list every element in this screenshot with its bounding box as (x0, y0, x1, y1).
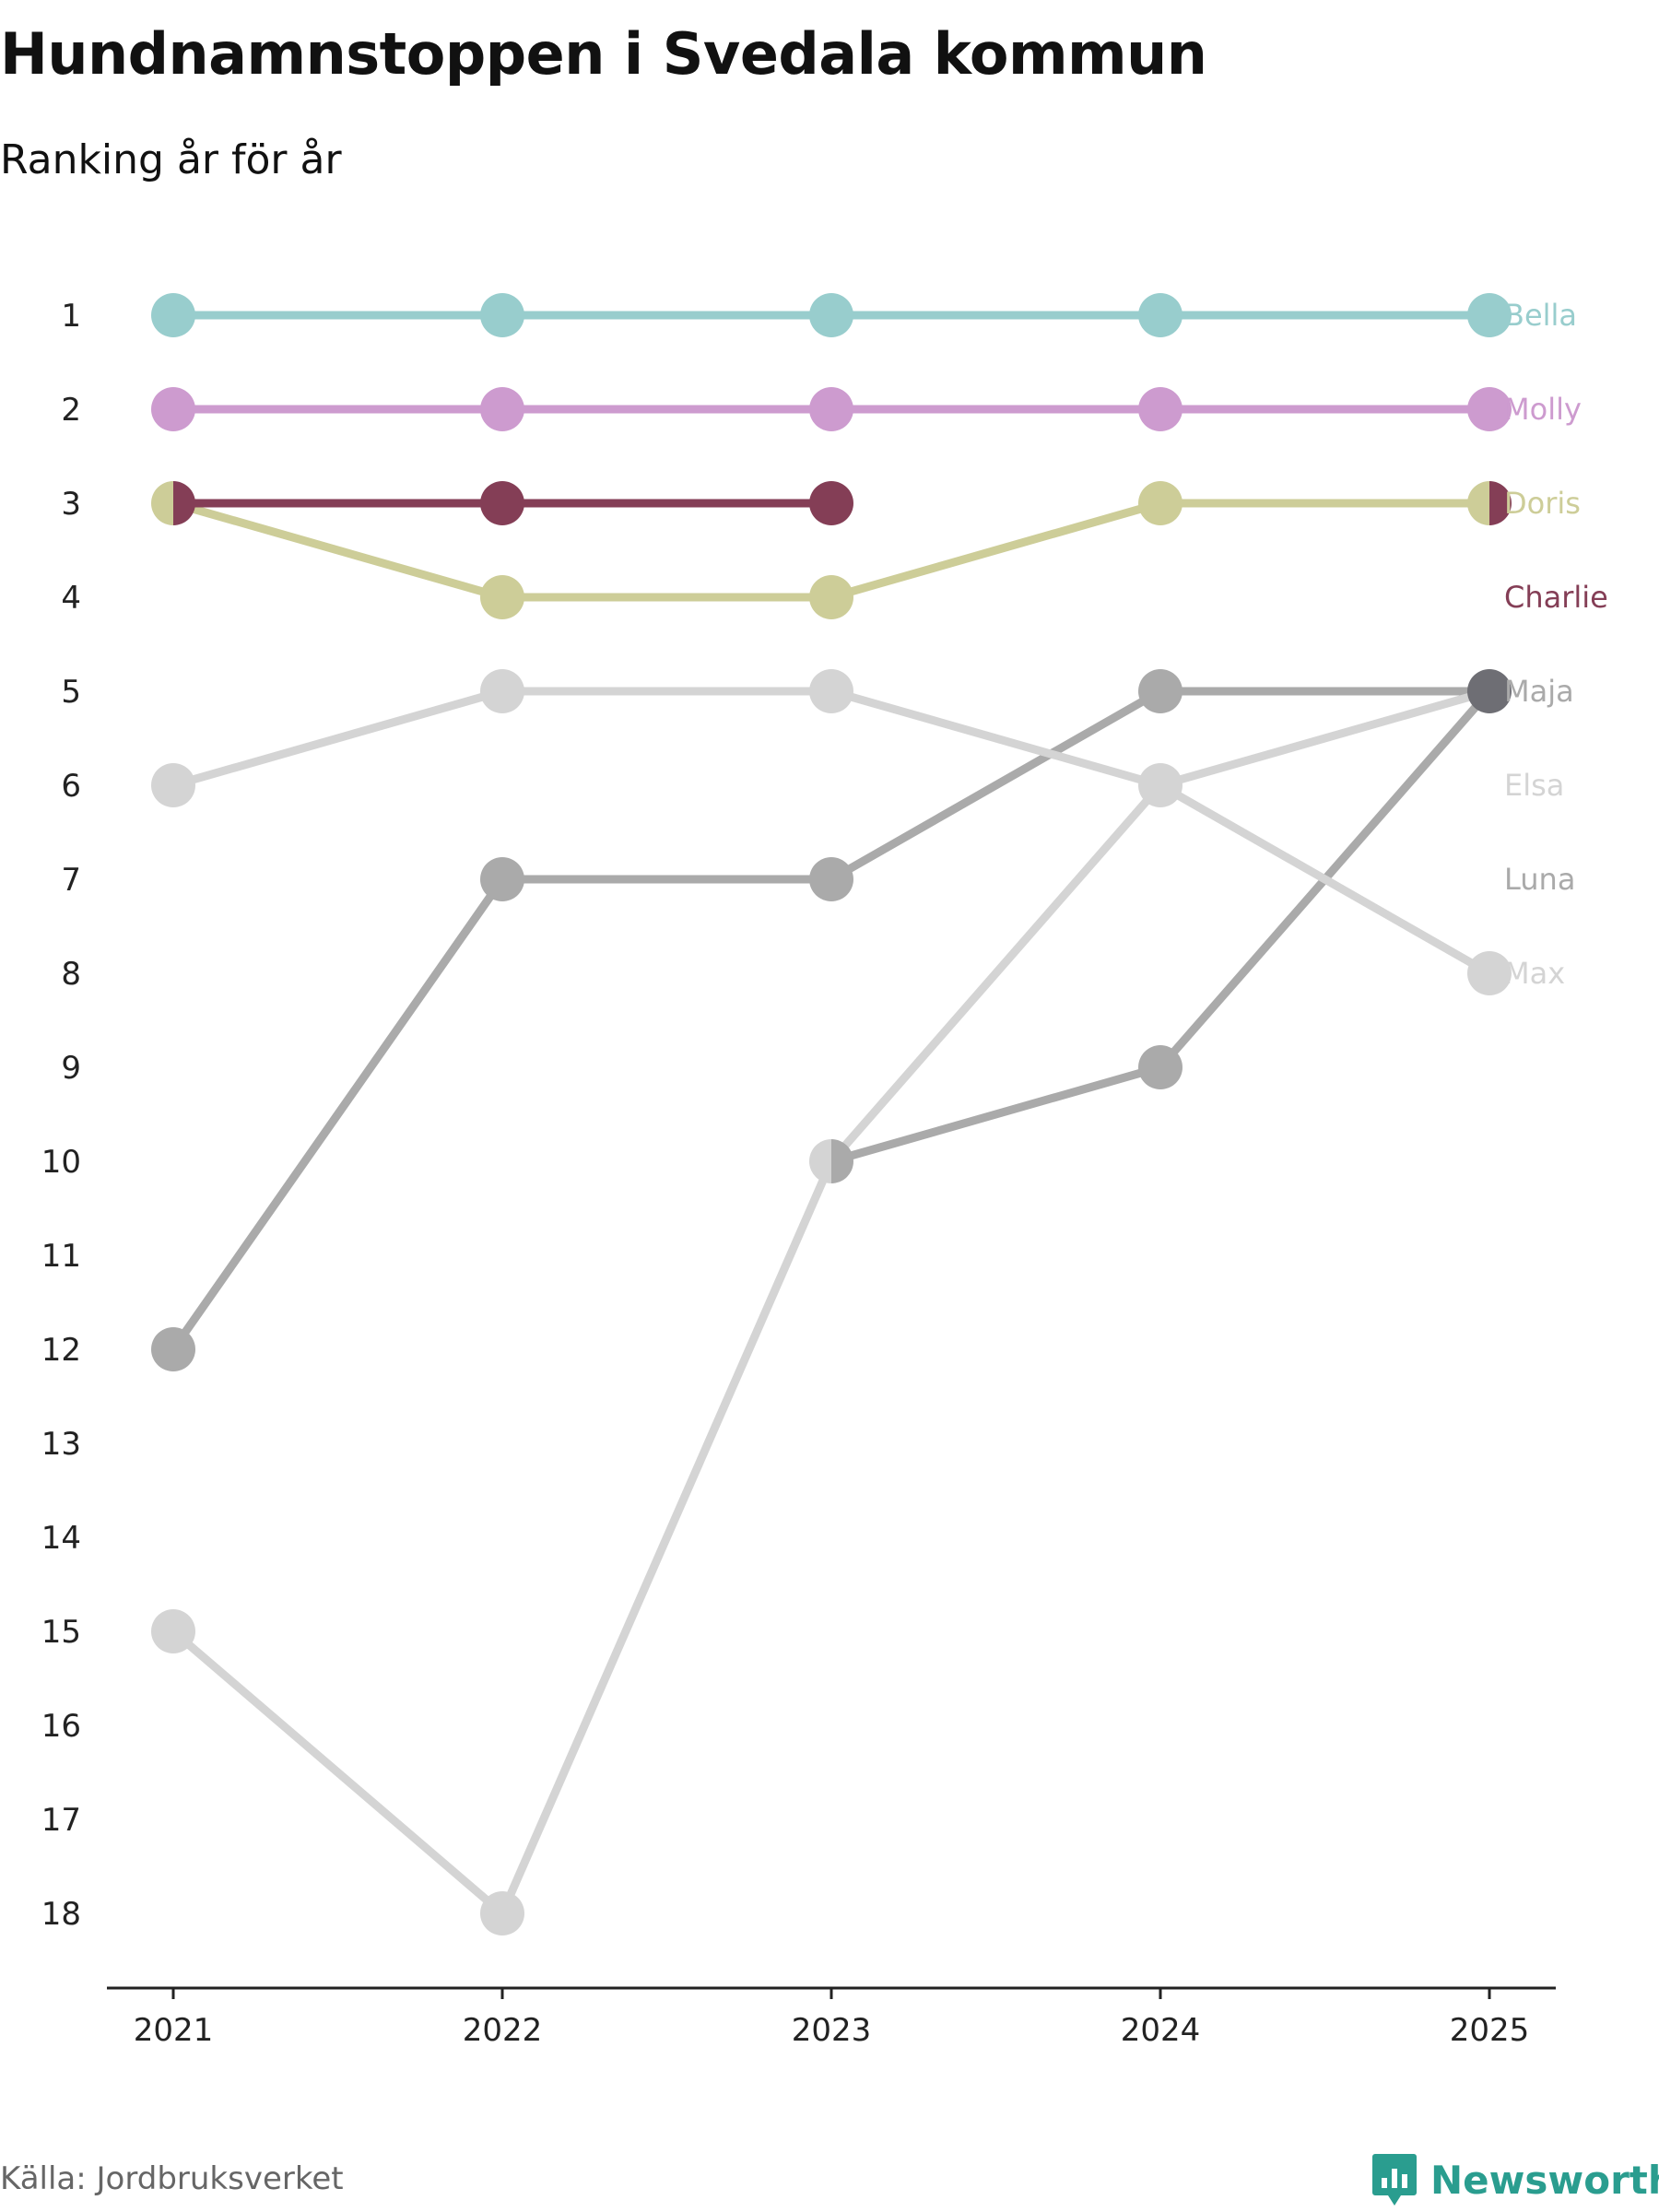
y-tick-label-3: 3 (61, 486, 81, 523)
point-molly-2025 (1467, 387, 1512, 431)
point-overlap-maja-elsa-luna-2025 (1467, 669, 1512, 713)
series-label-molly: Molly (1504, 392, 1582, 427)
series-label-charlie: Charlie (1504, 580, 1608, 615)
point-maja-2022 (480, 857, 524, 901)
point-doris-2022 (480, 575, 524, 619)
source-note: Källa: Jordbruksverket (0, 2160, 344, 2197)
newsworthy-logo-icon (1372, 2154, 1417, 2206)
series-label-max: Max (1504, 956, 1565, 991)
point-elsa-2021 (151, 1609, 195, 1653)
series-label-maja: Maja (1504, 674, 1574, 709)
x-tick-label-2022: 2022 (463, 2012, 543, 2049)
x-tick-label-2025: 2025 (1450, 2012, 1530, 2049)
series-label-elsa: Elsa (1504, 768, 1564, 803)
point-doris-2024 (1138, 481, 1182, 525)
brand-logo: Newsworthy (1371, 2152, 1659, 2207)
point-max-2023 (809, 669, 853, 713)
y-tick-label-4: 4 (61, 580, 81, 617)
point-bella-2021 (151, 293, 195, 337)
brand-name: Newsworthy (1430, 2157, 1659, 2203)
y-tick-label-15: 15 (41, 1614, 81, 1651)
x-tick-label-2024: 2024 (1121, 2012, 1201, 2049)
series-points (151, 293, 1512, 1936)
chart-title: Hundnamnstoppen i Svedala kommun (0, 20, 1207, 88)
point-molly-2024 (1138, 387, 1182, 431)
point-bella-2023 (809, 293, 853, 337)
point-molly-2021 (151, 387, 195, 431)
y-tick-label-1: 1 (61, 298, 81, 335)
y-tick-label-6: 6 (61, 768, 81, 805)
point-doris-2023 (809, 575, 853, 619)
point-max-2021 (151, 763, 195, 807)
y-tick-label-13: 13 (41, 1426, 81, 1463)
y-tick-label-18: 18 (41, 1896, 81, 1933)
series-line-max (169, 687, 1494, 978)
point-maja-2024 (1138, 669, 1182, 713)
point-max-2024 (1160, 763, 1182, 807)
series-labels: Bella Molly Doris Charlie Maja Elsa Luna Max (1504, 298, 1608, 991)
y-tick-label-9: 9 (61, 1050, 81, 1087)
y-tick-label-11: 11 (41, 1238, 81, 1275)
point-elsa-2022 (480, 1891, 524, 1936)
point-luna-2023 (831, 1139, 853, 1183)
point-bella-2025 (1467, 293, 1512, 337)
chart-subtitle: Ranking år för år (0, 136, 342, 183)
point-charlie-2022 (480, 481, 524, 525)
point-charlie-2021 (173, 481, 195, 525)
y-tick-label-5: 5 (61, 674, 81, 711)
series-line-luna (827, 687, 1494, 1166)
series-label-bella: Bella (1504, 298, 1577, 333)
point-maja-2021 (151, 1327, 195, 1371)
y-tick-label-16: 16 (41, 1708, 81, 1745)
point-max-2022 (480, 669, 524, 713)
x-axis: 2021 2022 2023 2024 2025 (107, 1986, 1556, 2049)
point-maja-2023 (809, 857, 853, 901)
y-tick-label-2: 2 (61, 392, 81, 429)
series-label-luna: Luna (1504, 862, 1575, 897)
y-tick-label-8: 8 (61, 956, 81, 993)
point-elsa-2023 (809, 1139, 831, 1183)
point-molly-2023 (809, 387, 853, 431)
point-charlie-2025 (1489, 481, 1512, 525)
x-tick-label-2023: 2023 (792, 2012, 872, 2049)
y-tick-label-10: 10 (41, 1144, 81, 1181)
point-molly-2022 (480, 387, 524, 431)
y-tick-label-17: 17 (41, 1802, 81, 1839)
series-line-maja (169, 687, 1494, 1354)
point-luna-2024 (1138, 1045, 1182, 1089)
x-tick-label-2021: 2021 (134, 2012, 214, 2049)
y-tick-label-12: 12 (41, 1332, 81, 1369)
series-label-doris: Doris (1504, 486, 1581, 521)
point-elsa-2024 (1138, 763, 1160, 807)
point-bella-2024 (1138, 293, 1182, 337)
y-tick-label-14: 14 (41, 1520, 81, 1557)
point-charlie-2023 (809, 481, 853, 525)
point-bella-2022 (480, 293, 524, 337)
series-lines (169, 311, 1494, 1918)
point-doris-2021 (151, 481, 173, 525)
point-doris-2025 (1467, 481, 1489, 525)
point-max-2025 (1467, 951, 1512, 995)
y-tick-label-7: 7 (61, 862, 81, 899)
